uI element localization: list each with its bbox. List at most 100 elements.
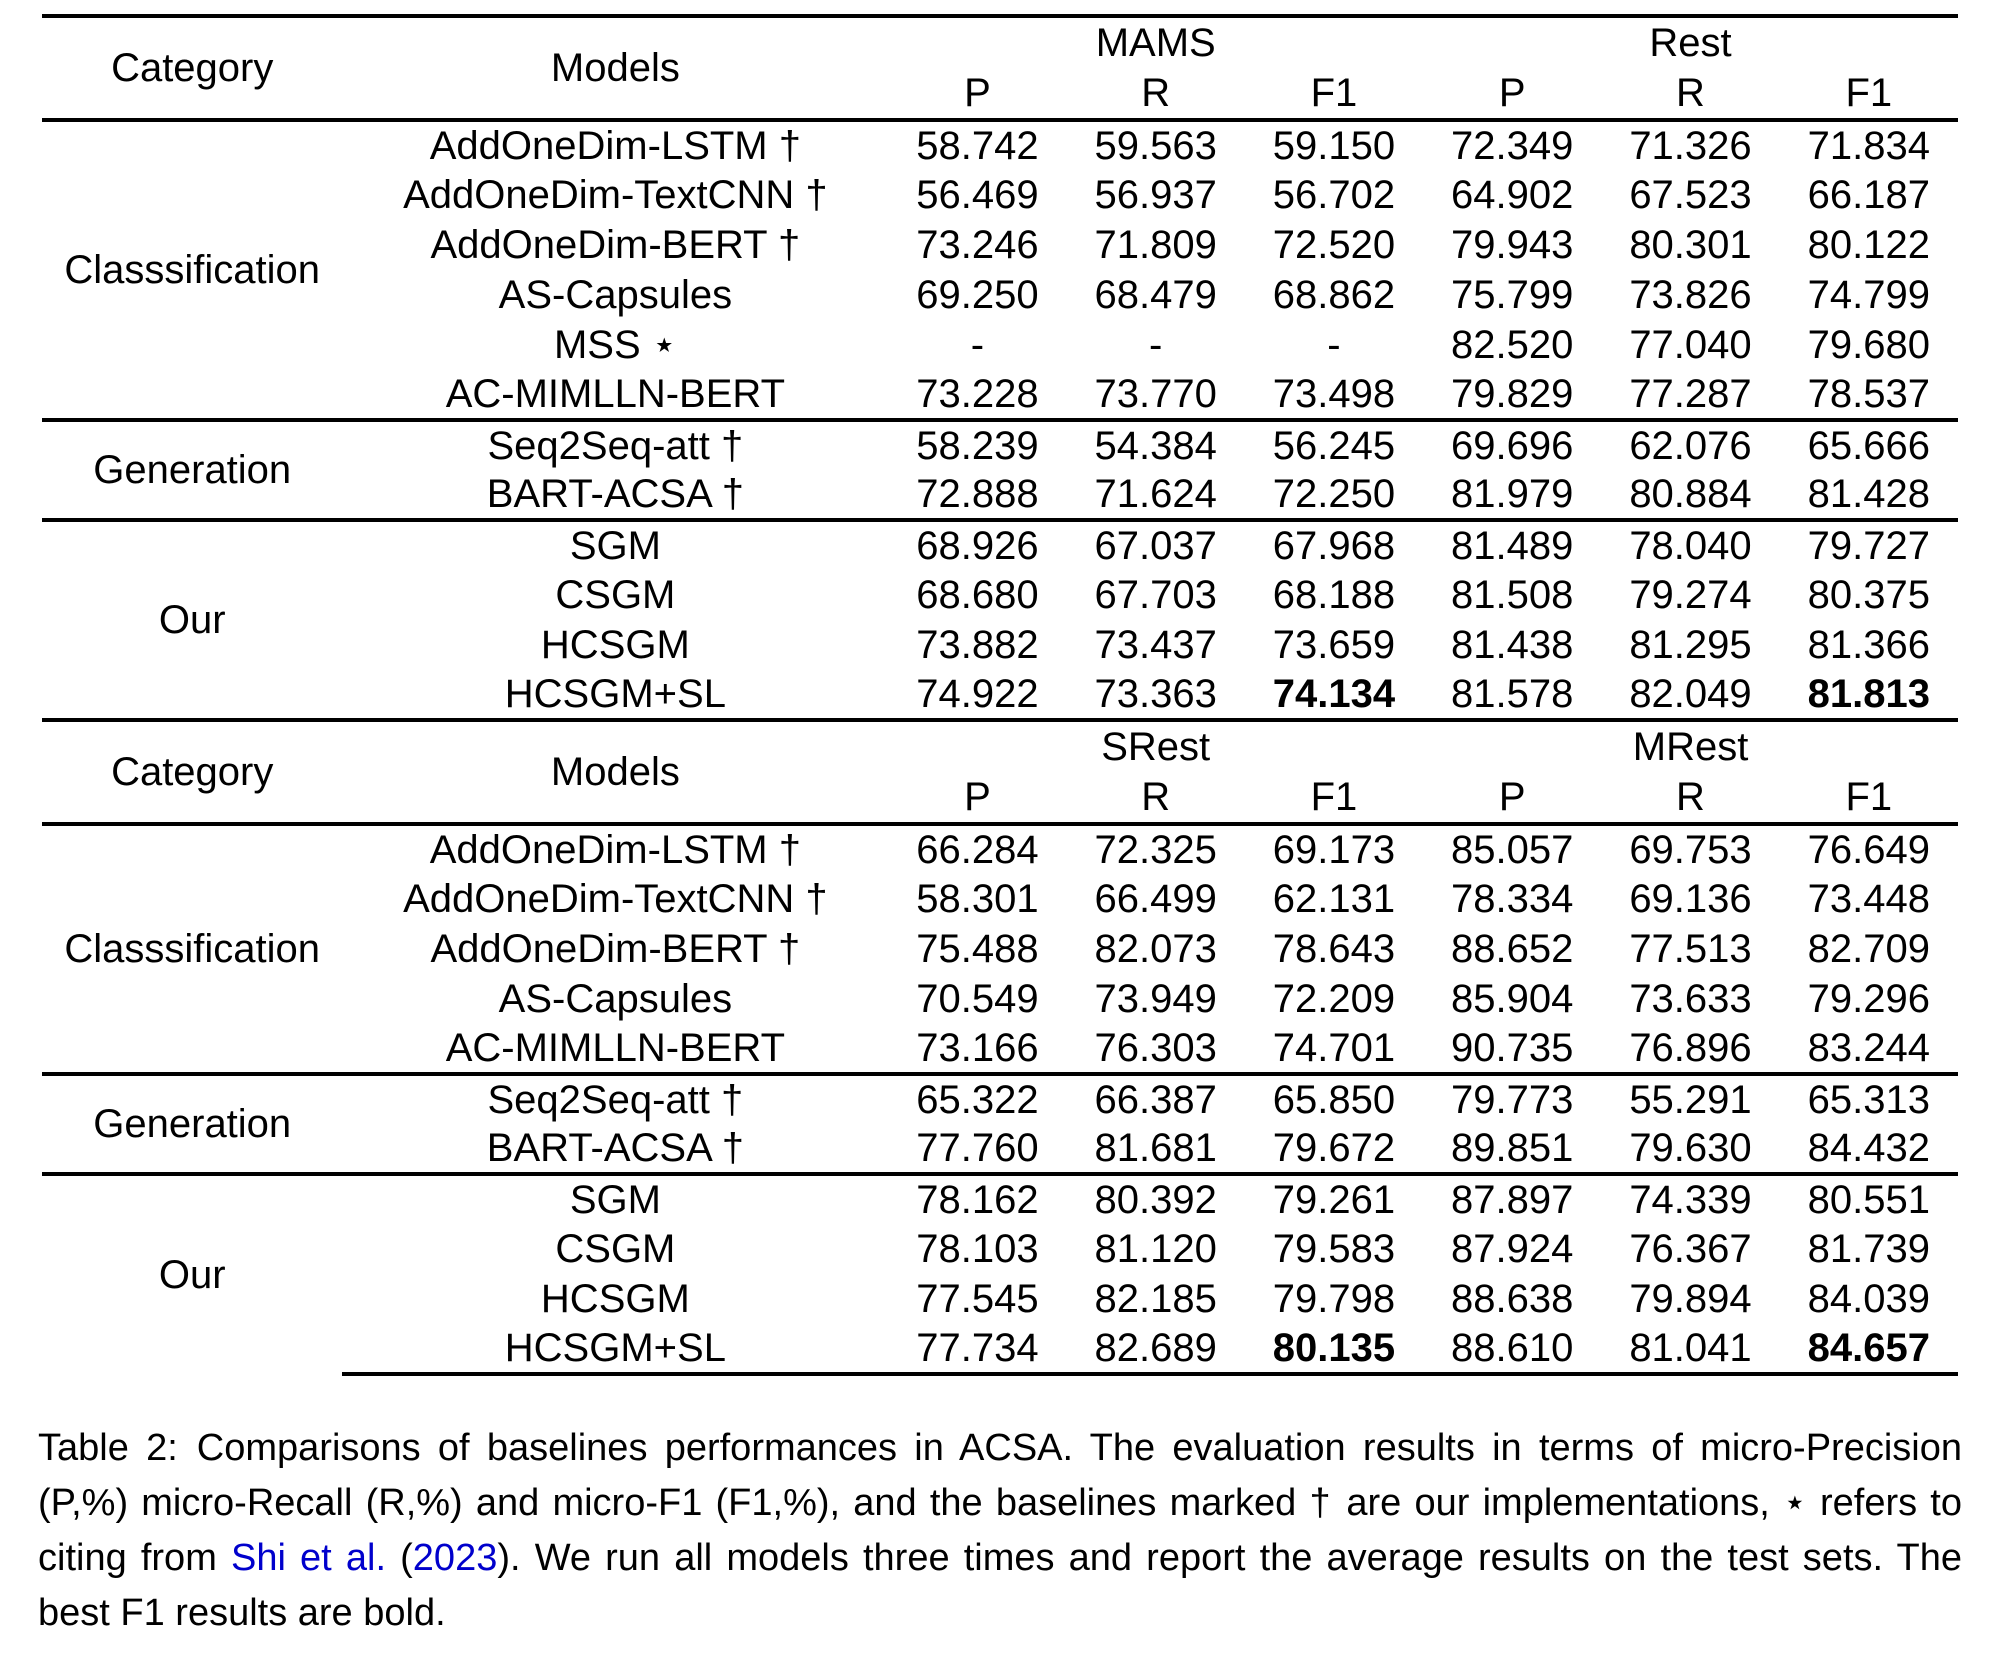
metric-cell: 73.633: [1629, 977, 1752, 1021]
metric-cell: 85.057: [1423, 822, 1602, 874]
table-row: Classsification AddOneDim-LSTM † 58.742 …: [42, 118, 1958, 420]
metric-cell: 73.659: [1272, 623, 1396, 667]
column-header-category: Category: [42, 718, 343, 824]
metric-cell: 90.735: [1451, 1026, 1574, 1070]
table-row: AC-MIMLLN-BERT 73.228 73.770 73.498 79.8…: [42, 370, 1958, 420]
metric-cell: 74.799: [1807, 273, 1930, 317]
metric-cell: 79.798: [1272, 1277, 1396, 1321]
metric-cell: -: [970, 323, 985, 367]
metric-cell-best-f1: 74.134: [1272, 672, 1396, 716]
column-header-p: P: [964, 775, 991, 819]
metric-cell: 73.498: [1272, 372, 1396, 416]
metric-cell: 69.173: [1244, 822, 1424, 874]
caption-text-pre: Table 2: Comparisons of baselines perfor…: [38, 1427, 1962, 1579]
column-header-f1: F1: [1310, 71, 1358, 115]
metric-cell-best-f1: 80.135: [1244, 1324, 1424, 1376]
metric-cell: 81.438: [1451, 623, 1574, 667]
metric-cell: 64.902: [1451, 173, 1574, 217]
metric-cell: 77.760: [916, 1126, 1039, 1170]
metric-cell: 80.301: [1629, 223, 1752, 267]
metric-cell: -: [1149, 323, 1163, 367]
group-header-srest: SRest: [888, 718, 1424, 772]
metric-cell: 65.322: [888, 1072, 1067, 1124]
column-header-p: P: [1498, 775, 1526, 819]
metric-cell: 89.851: [1451, 1126, 1574, 1170]
metric-cell: 73.166: [916, 1026, 1039, 1070]
metric-cell: 79.680: [1807, 323, 1930, 367]
column-header-f1: F1: [1310, 775, 1358, 819]
group-header-mrest: MRest: [1423, 718, 1958, 772]
metric-cell: 67.968: [1244, 518, 1424, 570]
metric-cell: 58.239: [888, 418, 1067, 470]
metric-cell: 81.489: [1423, 518, 1602, 570]
metric-cell: 87.897: [1423, 1172, 1602, 1224]
metric-cell: 71.326: [1601, 118, 1780, 170]
metric-cell: 78.537: [1807, 372, 1930, 416]
metric-cell: 56.245: [1244, 418, 1424, 470]
metric-cell: 76.303: [1094, 1026, 1217, 1070]
model-cell: Seq2Seq-att †: [342, 1072, 889, 1124]
metric-cell: 81.428: [1807, 472, 1930, 516]
metric-cell: 79.261: [1244, 1172, 1424, 1224]
metric-cell: 88.638: [1451, 1277, 1574, 1321]
metric-cell: 79.773: [1423, 1072, 1602, 1124]
metric-cell: 85.904: [1451, 977, 1574, 1021]
citation-link-shi-et-al[interactable]: Shi et al.: [230, 1537, 386, 1579]
table-row: Generation Seq2Seq-att † 65.322 66.387 6…: [42, 1072, 1958, 1174]
metric-cell: 82.520: [1451, 323, 1574, 367]
metric-cell: 73.228: [916, 372, 1039, 416]
metric-cell: 82.185: [1094, 1277, 1217, 1321]
metric-cell: 74.922: [916, 672, 1039, 716]
model-cell: BART-ACSA †: [486, 472, 744, 516]
metric-cell: 75.799: [1451, 273, 1574, 317]
metric-cell: 81.681: [1094, 1126, 1217, 1170]
metric-cell: 56.702: [1272, 173, 1396, 217]
metric-cell: 84.432: [1807, 1126, 1930, 1170]
category-cell: Generation: [42, 1072, 343, 1174]
citation-link-year[interactable]: 2023: [412, 1537, 498, 1579]
metric-cell: 68.862: [1272, 273, 1396, 317]
metric-cell: 87.924: [1451, 1227, 1574, 1271]
metric-cell: 81.295: [1629, 623, 1752, 667]
metric-cell: 71.809: [1094, 223, 1217, 267]
metric-cell: 78.334: [1451, 877, 1574, 921]
table-row: Our SGM 68.926 67.037 67.968 81.489 78.0…: [42, 518, 1958, 720]
model-cell: AddOneDim-BERT †: [430, 223, 801, 267]
metric-cell: 59.150: [1244, 118, 1424, 170]
column-header-models: Models: [342, 718, 889, 824]
metric-cell: 88.610: [1423, 1324, 1602, 1376]
model-cell: AddOneDim-LSTM †: [342, 822, 889, 874]
column-header-r: R: [1141, 775, 1171, 819]
table1-header-row-metrics: P R F1 P R F1: [42, 68, 1958, 120]
table-row: BART-ACSA † 77.760 81.681 79.672 89.851 …: [42, 1124, 1958, 1174]
metric-cell: 69.753: [1601, 822, 1780, 874]
metric-cell: 72.325: [1066, 822, 1245, 874]
model-cell: HCSGM+SL: [504, 672, 726, 716]
model-cell: AddOneDim-BERT †: [430, 927, 801, 971]
metric-cell: 67.703: [1094, 573, 1217, 617]
metric-cell: 74.701: [1272, 1026, 1396, 1070]
metric-cell: 73.437: [1094, 623, 1217, 667]
column-header-f1: F1: [1845, 775, 1893, 819]
model-cell: AddOneDim-TextCNN †: [403, 877, 828, 921]
metric-cell: 77.513: [1629, 927, 1752, 971]
caption-text-mid: (: [386, 1537, 413, 1579]
metric-cell: 74.339: [1601, 1172, 1780, 1224]
metric-cell: 78.103: [916, 1227, 1039, 1271]
metric-cell: 56.937: [1094, 173, 1217, 217]
metric-cell: 66.387: [1066, 1072, 1245, 1124]
table-row: BART-ACSA † 72.888 71.624 72.250 81.979 …: [42, 470, 1958, 520]
metric-cell: 70.549: [916, 977, 1039, 1021]
category-cell: Our: [42, 1172, 343, 1374]
metric-cell: 66.187: [1807, 173, 1930, 217]
metric-cell: 69.136: [1629, 877, 1752, 921]
table2-header-row-metrics: P R F1 P R F1: [42, 772, 1958, 824]
model-cell: AC-MIMLLN-BERT: [445, 1026, 786, 1070]
metric-cell: 79.943: [1451, 223, 1574, 267]
table-row: AddOneDim-TextCNN † 58.301 66.499 62.131…: [42, 874, 1958, 924]
table-row: MSS ⋆ - - - 82.520 77.040 79.680: [42, 320, 1958, 370]
category-cell: Classsification: [42, 118, 343, 420]
metric-cell: 77.287: [1629, 372, 1752, 416]
metric-cell: 82.709: [1807, 927, 1930, 971]
model-cell: AS-Capsules: [498, 273, 733, 317]
